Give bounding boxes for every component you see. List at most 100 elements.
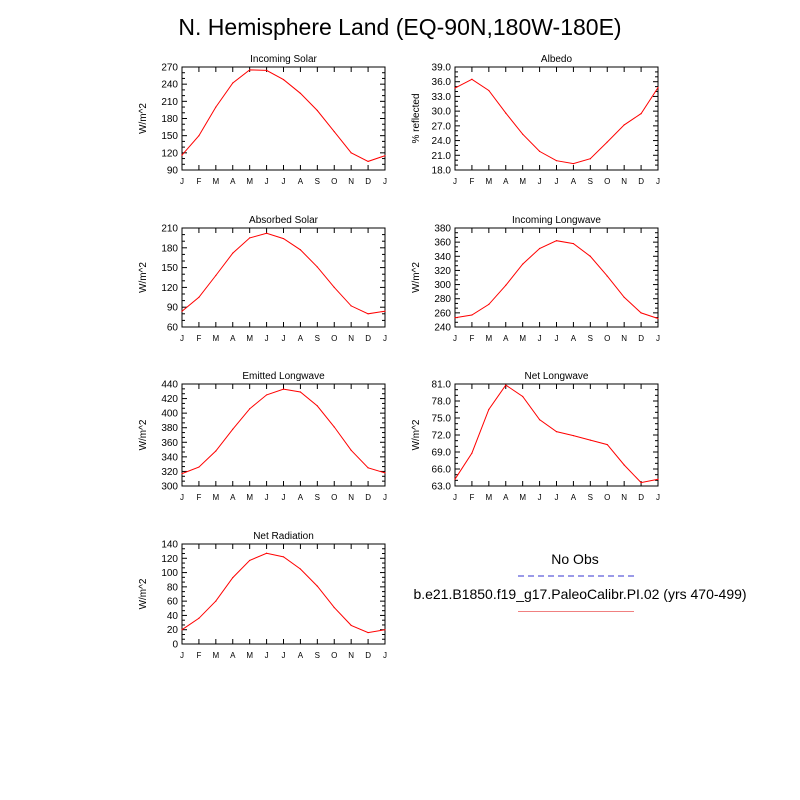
incoming-longwave-xtick-label: O: [604, 334, 610, 343]
incoming-solar-point: [215, 106, 217, 108]
incoming-solar-point: [299, 92, 302, 94]
incoming-longwave-point: [657, 317, 659, 320]
incoming-solar-ytick-label: 120: [161, 148, 178, 159]
net-longwave-ytick-label: 72.0: [432, 431, 452, 442]
incoming-longwave-xtick-label: A: [503, 334, 509, 343]
absorbed-solar-xtick-label: A: [298, 334, 304, 343]
incoming-longwave-xtick-label: J: [555, 334, 559, 343]
legend-model-line: [518, 611, 634, 612]
absorbed-solar-ytick-label: 180: [161, 243, 178, 254]
incoming-solar-xtick-label: J: [180, 177, 184, 186]
incoming-longwave-ytick-label: 360: [434, 238, 451, 249]
emitted-longwave-ytick-label: 380: [161, 423, 178, 434]
incoming-longwave-ytick-label: 240: [434, 323, 451, 334]
net-radiation-xtick-label: J: [265, 651, 269, 660]
net-longwave-xtick-label: J: [555, 493, 559, 502]
incoming-solar-xtick-label: F: [196, 177, 201, 186]
albedo-ytick-label: 24.0: [432, 136, 452, 147]
incoming-solar-ytick-label: 90: [167, 166, 179, 177]
emitted-longwave-ytick-label: 400: [161, 409, 178, 420]
net-longwave-xtick-label: N: [621, 493, 627, 502]
incoming-solar-xtick-label: A: [298, 177, 304, 186]
net-radiation-point: [198, 617, 200, 619]
absorbed-solar-xtick-label: J: [180, 334, 184, 343]
absorbed-solar-xtick-label: S: [315, 334, 320, 343]
incoming-solar-ytick-label: 240: [161, 80, 178, 91]
incoming-longwave-point: [606, 275, 608, 277]
net-longwave-point: [657, 478, 659, 480]
emitted-longwave-xtick-label: J: [180, 493, 184, 502]
emitted-longwave-point: [249, 408, 251, 410]
albedo-point: [454, 87, 456, 89]
net-radiation-point: [350, 624, 352, 627]
albedo-point: [606, 141, 608, 143]
emitted-longwave-series-line: [181, 388, 386, 475]
albedo-point: [471, 78, 473, 80]
emitted-longwave-xtick-label: F: [196, 493, 201, 502]
albedo-ytick-label: 18.0: [432, 166, 452, 177]
incoming-longwave-point: [538, 247, 541, 250]
net-radiation-xtick-label: M: [246, 651, 253, 660]
incoming-longwave-point: [454, 317, 456, 319]
incoming-longwave-point: [522, 263, 524, 265]
albedo-xtick-label: J: [656, 177, 660, 186]
absorbed-solar-xtick-label: O: [331, 334, 337, 343]
albedo-xtick-label: D: [638, 177, 644, 186]
incoming-longwave-point: [572, 242, 575, 245]
incoming-solar-title: Incoming Solar: [250, 54, 317, 65]
incoming-solar-ytick-label: 150: [161, 131, 178, 142]
albedo-xtick-label: M: [519, 177, 526, 186]
incoming-solar-point: [198, 135, 200, 137]
emitted-longwave-point: [198, 466, 200, 468]
incoming-longwave-xtick-label: D: [638, 334, 644, 343]
emitted-longwave-ytick-label: 340: [161, 452, 178, 463]
emitted-longwave-xtick-label: J: [282, 493, 286, 502]
net-longwave-point: [471, 452, 473, 454]
absorbed-solar-point: [333, 286, 335, 288]
net-radiation-ytick-label: 20: [167, 625, 179, 636]
net-radiation-point: [316, 585, 318, 587]
incoming-longwave-series-line: [454, 240, 659, 319]
net-longwave-series-line: [454, 384, 659, 484]
incoming-solar-point: [316, 109, 318, 112]
emitted-longwave-point: [215, 450, 217, 452]
incoming-solar-xtick-label: M: [246, 177, 253, 186]
net-radiation-ytick-label: 80: [167, 582, 179, 593]
albedo-ylabel: % reflected: [411, 93, 422, 143]
albedo-point: [505, 112, 507, 114]
net-longwave-point: [538, 419, 541, 421]
net-radiation-ytick-label: 40: [167, 611, 179, 622]
incoming-solar-series-line: [181, 69, 386, 162]
absorbed-solar-ytick-label: 60: [167, 323, 179, 334]
incoming-longwave-panel: Incoming Longwave W/m^2 240 260 280 300 320 340…: [411, 215, 660, 343]
figure-title: N. Hemisphere Land (EQ-90N,180W-180E): [178, 14, 622, 40]
absorbed-solar-frame: [181, 227, 386, 328]
incoming-longwave-title: Incoming Longwave: [512, 215, 601, 226]
emitted-longwave-point: [232, 428, 234, 430]
albedo-frame: [454, 66, 659, 171]
albedo-ytick-label: 27.0: [432, 121, 452, 132]
net-radiation-ytick-label: 60: [167, 597, 179, 608]
net-longwave-panel: Net Longwave W/m^2 63.0 66.0 69.0 72.0 75.0 78.…: [411, 371, 660, 502]
emitted-longwave-point: [316, 405, 318, 407]
albedo-point: [488, 89, 490, 92]
incoming-solar-xtick-label: N: [348, 177, 354, 186]
net-radiation-point: [333, 606, 335, 609]
net-radiation-frame: [181, 543, 386, 645]
emitted-longwave-ytick-label: 300: [161, 482, 178, 493]
incoming-longwave-point: [505, 284, 507, 286]
absorbed-solar-point: [181, 310, 183, 312]
absorbed-solar-ytick-label: 210: [161, 224, 178, 235]
incoming-solar-point: [333, 131, 335, 133]
legend-obs-line: [518, 575, 634, 577]
emitted-longwave-point: [350, 449, 352, 451]
net-radiation-xtick-label: F: [196, 651, 201, 660]
incoming-solar-ytick-label: 270: [161, 63, 178, 74]
incoming-solar-point: [350, 152, 352, 154]
incoming-longwave-xtick-label: J: [538, 334, 542, 343]
absorbed-solar-ytick-label: 150: [161, 263, 178, 274]
net-longwave-xtick-label: J: [656, 493, 660, 502]
net-longwave-ytick-label: 69.0: [432, 448, 452, 459]
emitted-longwave-xtick-label: M: [246, 493, 253, 502]
incoming-solar-xtick-label: J: [265, 177, 269, 186]
